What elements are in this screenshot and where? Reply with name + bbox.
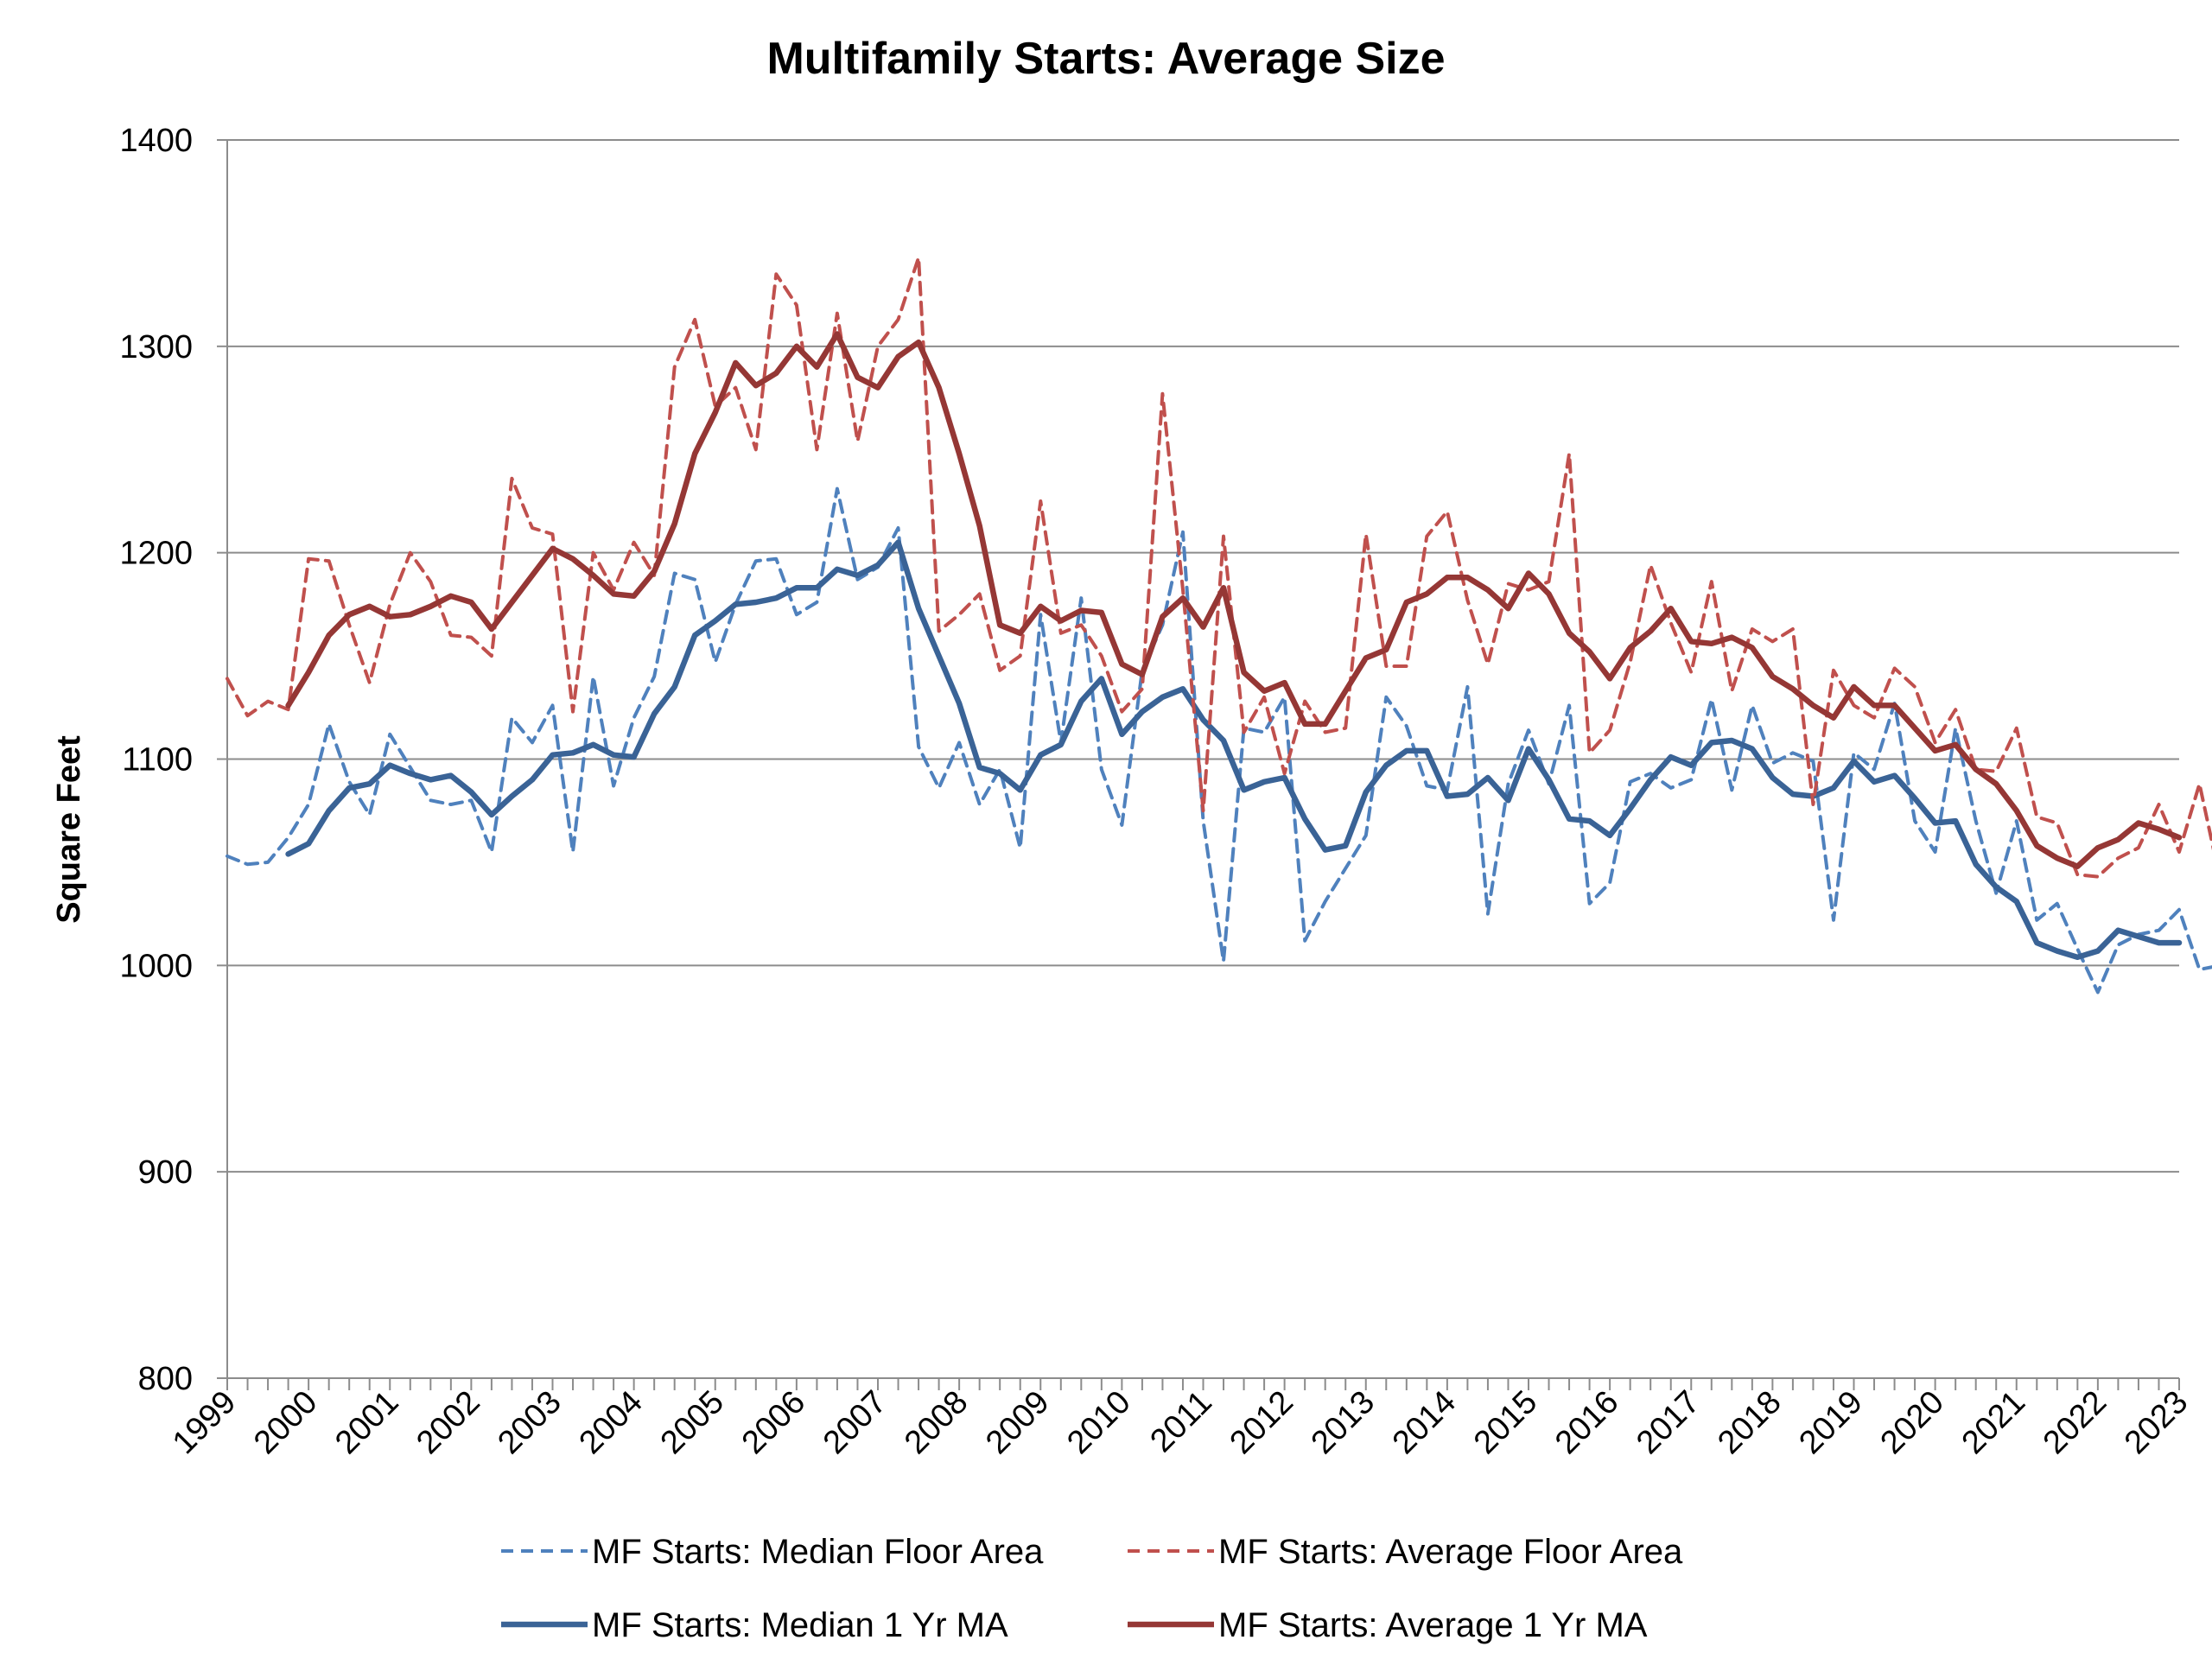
legend-label-median-1yr-ma: MF Starts: Median 1 Yr MA [592,1606,1008,1644]
x-tick-label-2007: 2007 [817,1384,893,1461]
legend: MF Starts: Median Floor Area MF Starts: … [501,1533,1683,1644]
x-tick-label-2022: 2022 [2037,1384,2113,1461]
x-tick-label-2011: 2011 [1143,1384,1218,1459]
legend-label-average-floor-area: MF Starts: Average Floor Area [1218,1533,1683,1571]
x-tick-label-2018: 2018 [1711,1384,1788,1461]
y-tick-label-800: 800 [138,1361,193,1397]
x-tick-label-2021: 2021 [1955,1384,2032,1461]
series-line-mf-starts-median-1-yr-ma [285,539,2183,961]
x-tick-label-2020: 2020 [1874,1384,1951,1461]
x-tick-label-2023: 2023 [2118,1384,2195,1461]
x-tick-label-2009: 2009 [979,1384,1056,1461]
y-tick-label-1000: 1000 [119,948,193,984]
x-tick-label-2014: 2014 [1386,1384,1463,1461]
legend-item-average-floor-area: MF Starts: Average Floor Area [1128,1533,1683,1571]
y-tick-label-1400: 1400 [119,123,193,159]
legend-item-median-1yr-ma: MF Starts: Median 1 Yr MA [501,1606,1008,1644]
x-tick-label-2004: 2004 [573,1384,650,1461]
legend-label-median-floor-area: MF Starts: Median Floor Area [592,1533,1044,1571]
series-line-mf-starts-median-floor-area [226,486,2212,995]
x-tick-label-2010: 2010 [1060,1384,1137,1461]
y-tick-label-1100: 1100 [122,742,193,779]
y-tick-labels: 800 900 1000 1100 1200 1300 1400 [119,123,193,1397]
x-tick-label-2016: 2016 [1548,1384,1625,1461]
x-tick-label-2008: 2008 [898,1384,975,1461]
x-tick-label-2001: 2001 [328,1384,405,1461]
x-tick-label-2002: 2002 [410,1384,486,1461]
chart-title: Multifamily Starts: Average Size [766,34,1445,84]
x-tick-label-2005: 2005 [654,1384,731,1461]
x-tick-label-2013: 2013 [1305,1384,1382,1461]
legend-item-average-1yr-ma: MF Starts: Average 1 Yr MA [1128,1606,1648,1644]
x-tick-label-2003: 2003 [491,1384,568,1461]
legend-item-median-floor-area: MF Starts: Median Floor Area [501,1533,1044,1571]
series-lines [226,256,2212,995]
axes [217,139,2180,1390]
x-tick-label-2012: 2012 [1224,1384,1300,1461]
x-tick-label-2019: 2019 [1792,1384,1869,1461]
y-tick-label-1300: 1300 [119,329,193,365]
y-tick-label-1200: 1200 [119,536,193,572]
y-tick-label-900: 900 [138,1154,193,1191]
series-line-mf-starts-average-1-yr-ma [285,331,2183,869]
y-axis-label: Square Feet [51,735,87,924]
x-tick-label-2000: 2000 [247,1384,324,1461]
x-tick-label-2015: 2015 [1467,1384,1544,1461]
x-tick-label-2006: 2006 [735,1384,812,1461]
gridlines [227,139,2179,1173]
x-tick-label-2017: 2017 [1630,1384,1707,1461]
legend-label-average-1yr-ma: MF Starts: Average 1 Yr MA [1218,1606,1648,1644]
x-tick-labels: 1999 2000 2001 2002 2003 2004 2005 2006 2007 2008… [166,1384,2195,1461]
